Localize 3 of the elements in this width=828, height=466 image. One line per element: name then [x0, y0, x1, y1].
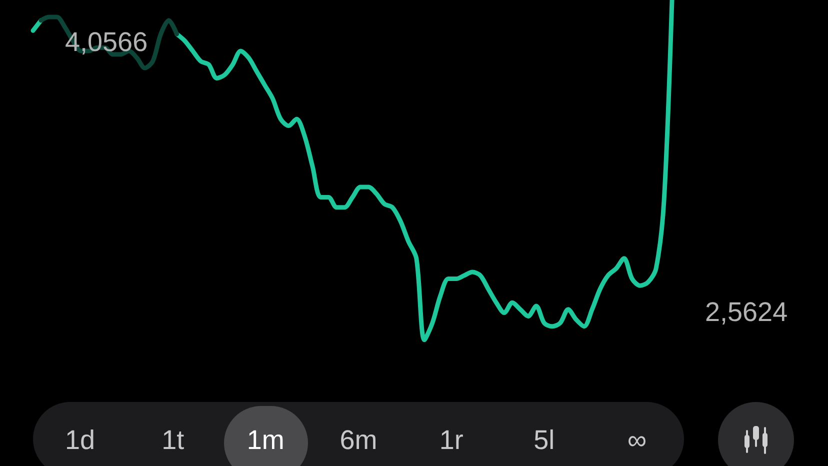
period-selector: 1d 1t 1m 6m 1r 5l ∞ — [33, 402, 684, 466]
text: 2,5624 — [705, 297, 788, 327]
annotation: 4,0566 — [65, 27, 148, 57]
